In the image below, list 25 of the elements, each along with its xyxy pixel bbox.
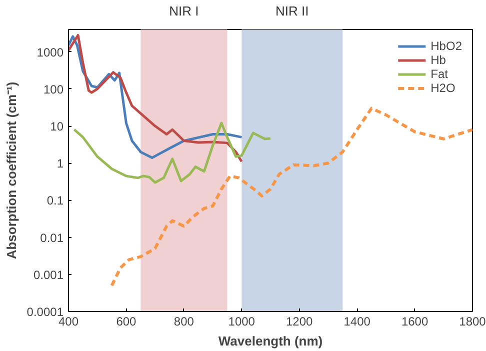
y-tick-label: 1 — [56, 156, 64, 171]
x-tick-label: 600 — [116, 314, 137, 328]
legend-label: Hb — [430, 53, 447, 67]
y-tick-label: 100 — [43, 82, 64, 96]
band-label: NIR I — [169, 4, 199, 18]
x-tick-label: 1400 — [344, 314, 371, 328]
y-tick-label: 0.01 — [40, 230, 64, 245]
line-series — [73, 122, 272, 184]
y-tick-label: 0.001 — [33, 268, 64, 282]
x-tick-label: 1000 — [228, 314, 256, 328]
line-series — [110, 106, 472, 288]
x-tick-label: 1200 — [286, 314, 314, 328]
x-tick-label: 400 — [58, 314, 79, 328]
legend-label: Fat — [430, 67, 449, 81]
y-tick-label: 0.1 — [46, 194, 64, 208]
legend-label: HbO2 — [430, 39, 462, 53]
y-tick-label: 10 — [50, 120, 64, 134]
y-tick-label: 1000 — [36, 45, 64, 60]
x-tick-label: 1600 — [401, 314, 428, 328]
x-axis-title: Wavelength (nm) — [218, 334, 323, 348]
x-tick-label: 800 — [174, 314, 194, 328]
band-label: NIR II — [276, 4, 309, 18]
x-tick-label: 1800 — [459, 314, 486, 328]
y-axis-title: Absorption coefficient (cm⁻¹) — [4, 82, 19, 260]
legend-label: H2O — [430, 81, 456, 95]
